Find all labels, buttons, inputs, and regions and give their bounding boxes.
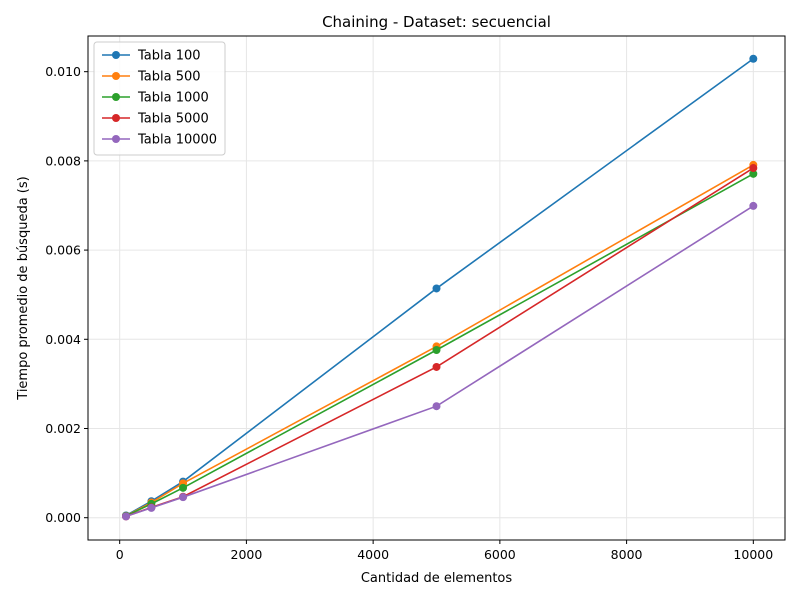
y-tick-label: 0.006 [45, 243, 81, 258]
data-point [749, 169, 758, 178]
data-point [122, 512, 131, 521]
y-tick-label: 0.010 [45, 64, 81, 79]
y-tick-label: 0.000 [45, 510, 81, 525]
legend-marker [112, 51, 120, 59]
data-point [179, 483, 188, 492]
legend-item: Tabla 1000 [102, 91, 209, 106]
data-point [749, 54, 758, 63]
x-tick-label: 6000 [484, 547, 516, 562]
data-point [432, 362, 441, 371]
x-tick-label: 2000 [231, 547, 263, 562]
data-point [432, 402, 441, 411]
y-axis-ticks: 0.000 0.002 0.004 0.006 0.008 0.010 [45, 64, 88, 525]
legend-marker [112, 93, 120, 101]
data-point [749, 201, 758, 210]
x-tick-label: 8000 [611, 547, 643, 562]
data-point [749, 164, 758, 173]
x-axis-label: Cantidad de elementos [361, 571, 513, 586]
legend-marker [112, 114, 120, 122]
y-tick-label: 0.008 [45, 153, 81, 168]
series-line [125, 205, 754, 518]
y-tick-label: 0.004 [45, 332, 81, 347]
legend-label: Tabla 500 [137, 70, 201, 85]
legend-label: Tabla 1000 [137, 91, 209, 106]
data-point [432, 345, 441, 354]
series-2 [122, 160, 758, 520]
x-tick-label: 10000 [733, 547, 773, 562]
series-lines [122, 54, 758, 521]
data-point [432, 284, 441, 293]
x-tick-label: 4000 [357, 547, 389, 562]
legend-label: Tabla 100 [137, 49, 201, 64]
x-axis-ticks: 0 2000 4000 6000 8000 10000 [116, 540, 773, 562]
legend-item: Tabla 5000 [102, 112, 209, 127]
legend-marker [112, 135, 120, 143]
series-5 [122, 201, 758, 521]
plot-frame [87, 35, 786, 541]
y-axis-label: Tiempo promedio de búsqueda (s) [16, 176, 31, 400]
legend-marker [112, 72, 120, 80]
legend-label: Tabla 10000 [137, 133, 217, 148]
legend-item: Tabla 100 [102, 49, 201, 64]
y-tick-label: 0.002 [45, 421, 81, 436]
legend-label: Tabla 5000 [137, 112, 209, 127]
legend-box [93, 41, 226, 156]
x-tick-label: 0 [116, 547, 124, 562]
legend: Tabla 100 Tabla 500 Tabla 1000 Tabla 5000 Ta… [93, 41, 226, 156]
legend-item: Tabla 500 [102, 70, 201, 85]
data-point [179, 493, 188, 502]
chart-title: Chaining - Dataset: secuencial [322, 13, 551, 31]
series-line [125, 164, 754, 517]
data-point [147, 503, 156, 512]
legend-item: Tabla 10000 [102, 133, 217, 148]
